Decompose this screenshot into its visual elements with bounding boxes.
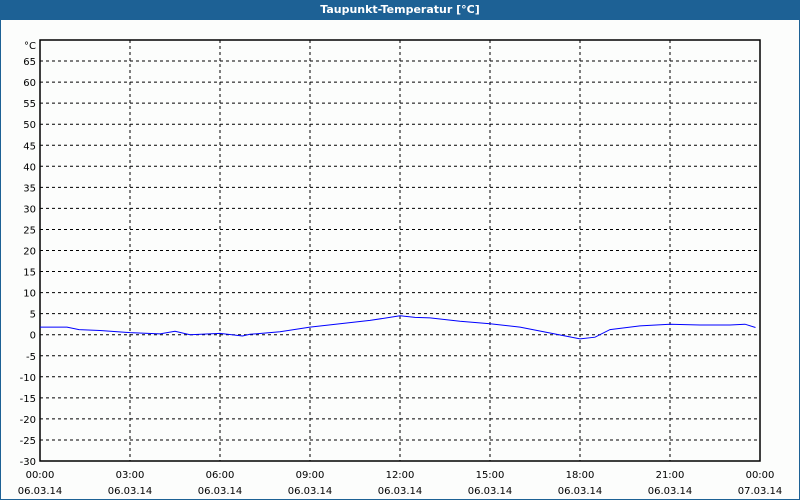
y-tick-label: 25 (23, 225, 36, 236)
y-tick-label: 20 (23, 247, 36, 258)
y-tick-label: 15 (23, 268, 36, 279)
y-tick-label: 10 (23, 289, 36, 300)
x-tick-time: 12:00 (386, 470, 415, 481)
x-tick-time: 03:00 (116, 470, 145, 481)
x-tick-date: 06.03.14 (288, 486, 333, 497)
x-tick-time: 06:00 (206, 470, 235, 481)
x-tick-time: 15:00 (476, 470, 505, 481)
x-tick-time: 09:00 (296, 470, 325, 481)
y-tick-label: 35 (23, 183, 36, 194)
y-axis-unit: °C (24, 41, 36, 52)
x-tick-date: 07.03.14 (738, 486, 783, 497)
y-tick-label: 0 (30, 331, 36, 342)
x-tick-time: 00:00 (26, 470, 55, 481)
y-tick-label: 5 (30, 310, 36, 321)
y-tick-label: -25 (20, 436, 36, 447)
x-tick-date: 06.03.14 (468, 486, 513, 497)
y-tick-label: -30 (20, 457, 36, 468)
plot-border (39, 39, 761, 462)
x-tick-date: 06.03.14 (558, 486, 603, 497)
x-tick-date: 06.03.14 (108, 486, 153, 497)
y-tick-label: 40 (23, 162, 36, 173)
y-tick-label: -20 (20, 415, 36, 426)
y-tick-label: 45 (23, 141, 36, 152)
x-tick-date: 06.03.14 (18, 486, 63, 497)
y-tick-label: 30 (23, 204, 36, 215)
x-tick-date: 06.03.14 (648, 486, 693, 497)
x-tick-time: 21:00 (656, 470, 685, 481)
y-tick-label: 65 (23, 57, 36, 68)
y-tick-label: -5 (26, 352, 36, 363)
y-tick-label: -15 (20, 394, 36, 405)
x-tick-date: 06.03.14 (378, 486, 423, 497)
x-tick-date: 06.03.14 (198, 486, 243, 497)
dewpoint-series-line (40, 315, 756, 340)
y-tick-label: 50 (23, 120, 36, 131)
y-tick-label: 55 (23, 99, 36, 110)
x-tick-time: 18:00 (566, 470, 595, 481)
y-tick-label: 60 (23, 78, 36, 89)
chart-title: Taupunkt-Temperatur [°C] (0, 0, 800, 20)
x-tick-time: 00:00 (746, 470, 775, 481)
y-tick-label: -10 (20, 373, 36, 384)
